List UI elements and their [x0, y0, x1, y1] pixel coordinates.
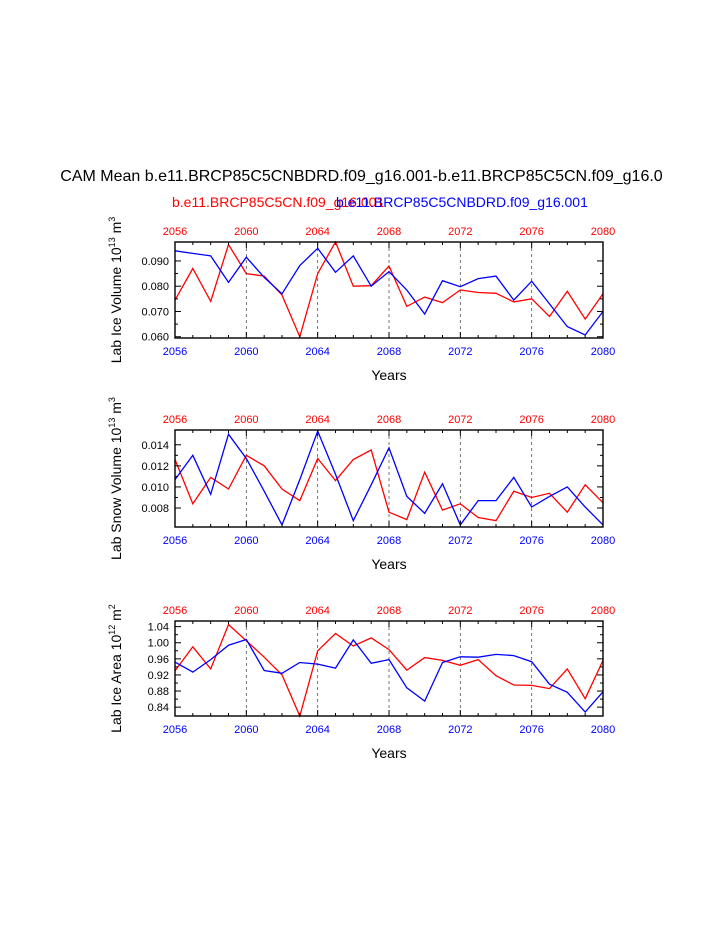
y-tick-label: 0.060: [141, 332, 169, 344]
y-tick-label: 0.96: [148, 654, 169, 666]
x-tick-label: 2064: [305, 535, 329, 547]
x-tick-label-top: 2060: [234, 414, 258, 426]
y-tick-label: 0.070: [141, 306, 169, 318]
x-tick-label-top: 2064: [305, 605, 329, 617]
x-tick-label-top: 2072: [448, 414, 472, 426]
chart-panel-3: 2056 2056 2060 2060 2064 2064 2068 2068 2072 2072…: [107, 604, 615, 761]
page-title: CAM Mean b.e11.BRCP85C5CNBDRD.f09_g16.00…: [60, 168, 663, 185]
y-axis-title-main: Lab Ice Volume 10: [108, 247, 124, 363]
x-tick-label: 2076: [519, 346, 543, 358]
x-tick-label: 2060: [234, 535, 258, 547]
legend-red-series: b.e11.BRCP85C5CN.f09_g16.001: [172, 194, 385, 210]
legend: b.e11.BRCP85C5CN.f09_g16.001 b.e11.BRCP8…: [0, 194, 723, 214]
x-tick-label-top: 2076: [519, 414, 543, 426]
y-tick-label: 0.008: [141, 503, 169, 515]
x-tick-label-top: 2072: [448, 605, 472, 617]
x-tick-label: 2060: [234, 724, 258, 736]
y-axis-title-unit: m: [108, 222, 124, 238]
y-axis-title-unit: m: [108, 609, 124, 625]
x-tick-label-top: 2080: [591, 414, 615, 426]
x-axis-title: Years: [371, 367, 406, 383]
y-axis-title-unit-exponent: 2: [107, 604, 117, 609]
y-tick-label: 0.090: [141, 256, 169, 268]
x-tick-label-top: 2056: [163, 414, 187, 426]
y-tick-label: 1.04: [148, 622, 169, 634]
x-tick-label: 2068: [377, 724, 401, 736]
y-tick-label: 0.010: [141, 482, 169, 494]
red-series-line: [174, 449, 604, 522]
x-tick-label: 2064: [305, 724, 329, 736]
y-tick-label: 0.84: [148, 702, 169, 714]
y-tick-label: 1.00: [148, 638, 169, 650]
chart-panel-1: 2056 2056 2060 2060 2064 2064 2068 2068 2072 2072…: [107, 217, 615, 383]
y-tick-label: 0.92: [148, 670, 169, 682]
y-tick-label: 0.080: [141, 281, 169, 293]
y-axis-title: Lab Snow Volume 1013 m3: [107, 397, 124, 560]
x-tick-label: 2076: [519, 724, 543, 736]
y-axis-title-exponent: 12: [107, 625, 117, 635]
x-tick-label: 2068: [377, 346, 401, 358]
y-axis-title: Lab Ice Volume 1013 m3: [107, 217, 124, 364]
x-tick-label: 2056: [163, 346, 187, 358]
x-tick-label-top: 2076: [519, 605, 543, 617]
x-axis-title: Years: [371, 556, 406, 572]
x-tick-label: 2072: [448, 724, 472, 736]
x-tick-label-top: 2064: [305, 226, 329, 238]
y-tick-label: 0.88: [148, 686, 169, 698]
x-tick-label: 2072: [448, 535, 472, 547]
x-tick-label-top: 2056: [163, 226, 187, 238]
y-axis-title-unit-exponent: 3: [107, 217, 117, 222]
x-tick-label-top: 2064: [305, 414, 329, 426]
x-tick-label: 2076: [519, 535, 543, 547]
x-tick-label-top: 2072: [448, 226, 472, 238]
blue-series-line: [174, 247, 604, 336]
blue-series-line: [174, 429, 604, 527]
y-tick-label: 0.012: [141, 461, 169, 473]
x-tick-label: 2060: [234, 346, 258, 358]
red-series-line: [174, 240, 604, 339]
x-tick-label: 2072: [448, 346, 472, 358]
chart-panel-2: 2056 2056 2060 2060 2064 2064 2068 2068 2072 2072…: [107, 397, 615, 572]
y-axis-title-main: Lab Ice Area 10: [108, 635, 124, 733]
x-tick-label: 2080: [591, 724, 615, 736]
x-axis-title: Years: [371, 745, 406, 761]
x-tick-label: 2064: [305, 346, 329, 358]
y-tick-label: 0.014: [141, 440, 169, 452]
y-axis-title-exponent: 13: [107, 237, 117, 247]
y-axis-title-exponent: 13: [107, 418, 117, 428]
x-tick-label-top: 2080: [591, 605, 615, 617]
x-tick-label: 2080: [591, 535, 615, 547]
x-tick-label-top: 2080: [591, 226, 615, 238]
legend-blue-series: b.e11.BRCP85C5CNBDRD.f09_g16.001: [336, 194, 588, 210]
x-tick-label-top: 2060: [234, 226, 258, 238]
x-tick-label-top: 2076: [519, 226, 543, 238]
x-tick-label-top: 2068: [377, 226, 401, 238]
y-axis-title-unit-exponent: 3: [107, 397, 117, 402]
y-axis-title: Lab Ice Area 1012 m2: [107, 604, 124, 733]
x-tick-label: 2080: [591, 346, 615, 358]
x-tick-label: 2068: [377, 535, 401, 547]
x-tick-label-top: 2068: [377, 414, 401, 426]
x-tick-label: 2056: [163, 724, 187, 736]
y-axis-title-main: Lab Snow Volume 10: [108, 427, 124, 560]
blue-series-line: [174, 638, 604, 713]
x-tick-label-top: 2068: [377, 605, 401, 617]
y-axis-title-unit: m: [108, 402, 124, 418]
x-tick-label-top: 2060: [234, 605, 258, 617]
x-tick-label-top: 2056: [163, 605, 187, 617]
x-tick-label: 2056: [163, 535, 187, 547]
